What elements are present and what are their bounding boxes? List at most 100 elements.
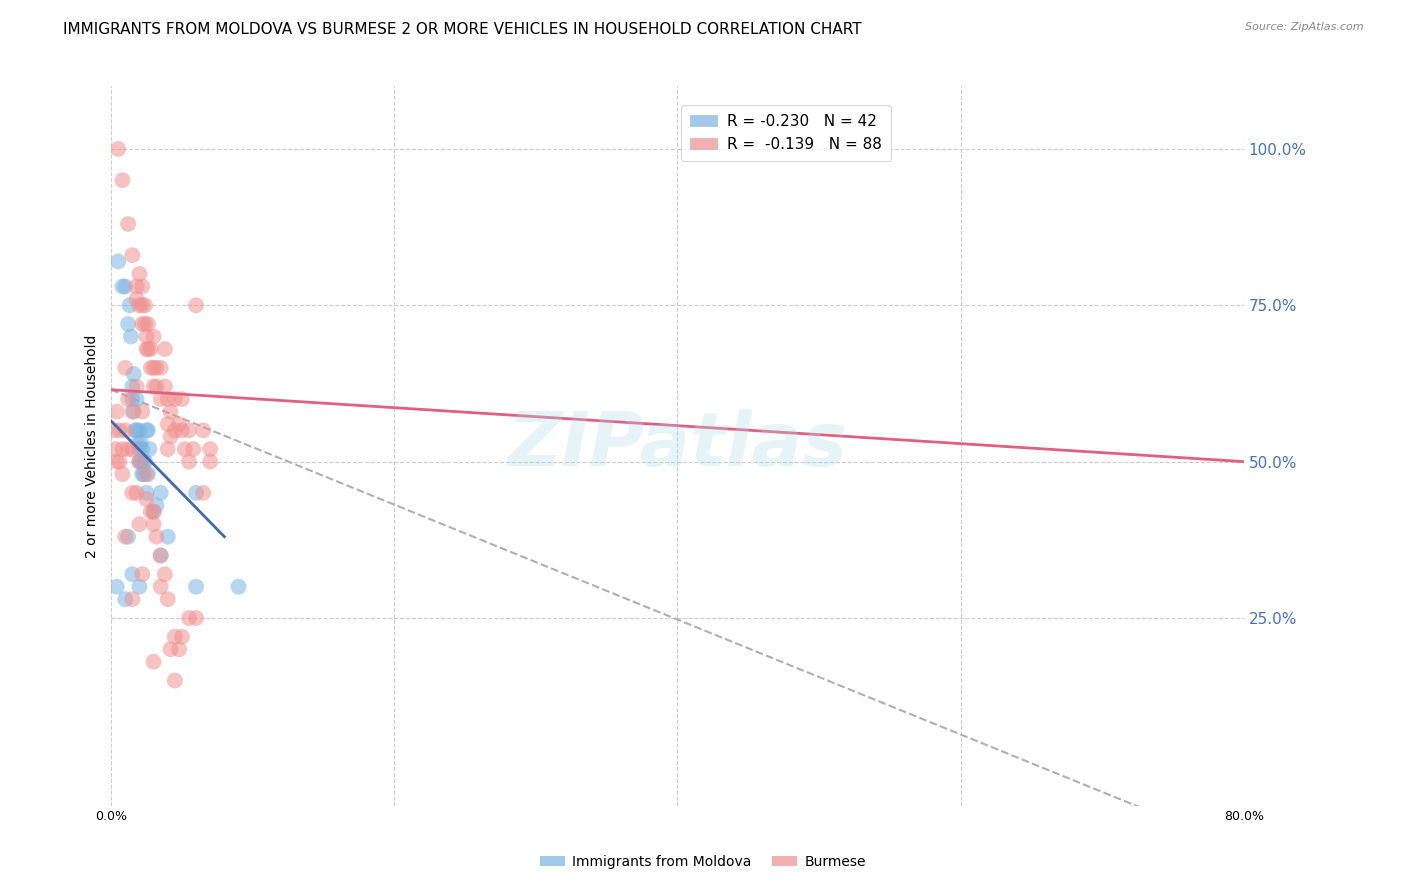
Point bbox=[128, 442, 150, 456]
Point bbox=[117, 530, 139, 544]
Point bbox=[142, 360, 165, 375]
Point bbox=[184, 580, 207, 594]
Point bbox=[156, 417, 179, 431]
Point bbox=[200, 455, 222, 469]
Point bbox=[122, 367, 145, 381]
Point bbox=[177, 611, 200, 625]
Point bbox=[108, 423, 131, 437]
Point bbox=[135, 467, 157, 482]
Point bbox=[105, 404, 128, 418]
Point bbox=[159, 404, 181, 418]
Point bbox=[128, 267, 150, 281]
Text: ZIPatlas: ZIPatlas bbox=[508, 409, 848, 483]
Point bbox=[136, 423, 159, 437]
Point bbox=[131, 404, 153, 418]
Point bbox=[120, 329, 142, 343]
Point bbox=[163, 630, 186, 644]
Point bbox=[127, 435, 149, 450]
Point bbox=[184, 611, 207, 625]
Point bbox=[145, 530, 167, 544]
Point bbox=[131, 279, 153, 293]
Point bbox=[132, 467, 155, 482]
Point bbox=[149, 549, 172, 563]
Point bbox=[134, 455, 156, 469]
Point bbox=[145, 360, 167, 375]
Point bbox=[125, 279, 148, 293]
Point bbox=[159, 429, 181, 443]
Point bbox=[149, 360, 172, 375]
Point bbox=[153, 567, 176, 582]
Point bbox=[135, 329, 157, 343]
Point bbox=[117, 442, 139, 456]
Point bbox=[124, 423, 146, 437]
Point bbox=[131, 442, 153, 456]
Point bbox=[125, 423, 148, 437]
Y-axis label: 2 or more Vehicles in Household: 2 or more Vehicles in Household bbox=[86, 334, 100, 558]
Point bbox=[191, 486, 214, 500]
Point bbox=[105, 580, 128, 594]
Point bbox=[156, 530, 179, 544]
Point bbox=[142, 379, 165, 393]
Point bbox=[153, 379, 176, 393]
Point bbox=[170, 423, 193, 437]
Point bbox=[142, 505, 165, 519]
Legend: R = -0.230   N = 42, R =  -0.139   N = 88: R = -0.230 N = 42, R = -0.139 N = 88 bbox=[681, 104, 890, 161]
Point bbox=[121, 486, 143, 500]
Point bbox=[114, 592, 136, 607]
Point bbox=[125, 486, 148, 500]
Point bbox=[121, 404, 143, 418]
Point bbox=[128, 298, 150, 312]
Point bbox=[117, 392, 139, 406]
Point bbox=[177, 455, 200, 469]
Point bbox=[129, 435, 152, 450]
Point bbox=[135, 423, 157, 437]
Point bbox=[163, 423, 186, 437]
Point bbox=[131, 567, 153, 582]
Point bbox=[131, 317, 153, 331]
Point bbox=[149, 486, 172, 500]
Point bbox=[139, 505, 162, 519]
Point bbox=[128, 517, 150, 532]
Point bbox=[163, 392, 186, 406]
Point bbox=[117, 217, 139, 231]
Point bbox=[200, 442, 222, 456]
Point bbox=[114, 279, 136, 293]
Point bbox=[134, 298, 156, 312]
Point bbox=[139, 342, 162, 356]
Point bbox=[117, 317, 139, 331]
Point bbox=[153, 342, 176, 356]
Point bbox=[145, 499, 167, 513]
Point bbox=[135, 342, 157, 356]
Point bbox=[138, 442, 160, 456]
Point bbox=[135, 486, 157, 500]
Point bbox=[163, 673, 186, 688]
Point bbox=[103, 423, 125, 437]
Point bbox=[111, 467, 134, 482]
Point bbox=[121, 379, 143, 393]
Point bbox=[104, 442, 127, 456]
Point bbox=[136, 342, 159, 356]
Point bbox=[107, 142, 129, 156]
Point bbox=[136, 467, 159, 482]
Point bbox=[111, 442, 134, 456]
Point bbox=[167, 417, 190, 431]
Point bbox=[181, 442, 204, 456]
Point bbox=[184, 486, 207, 500]
Point bbox=[177, 423, 200, 437]
Point bbox=[128, 423, 150, 437]
Point bbox=[145, 379, 167, 393]
Point bbox=[136, 317, 159, 331]
Point bbox=[121, 592, 143, 607]
Point bbox=[128, 455, 150, 469]
Point bbox=[156, 442, 179, 456]
Point bbox=[135, 492, 157, 507]
Legend: Immigrants from Moldova, Burmese: Immigrants from Moldova, Burmese bbox=[534, 849, 872, 874]
Point bbox=[156, 592, 179, 607]
Point bbox=[129, 455, 152, 469]
Point bbox=[125, 292, 148, 306]
Point bbox=[134, 317, 156, 331]
Point bbox=[118, 298, 141, 312]
Point bbox=[121, 248, 143, 262]
Point bbox=[156, 392, 179, 406]
Point bbox=[191, 423, 214, 437]
